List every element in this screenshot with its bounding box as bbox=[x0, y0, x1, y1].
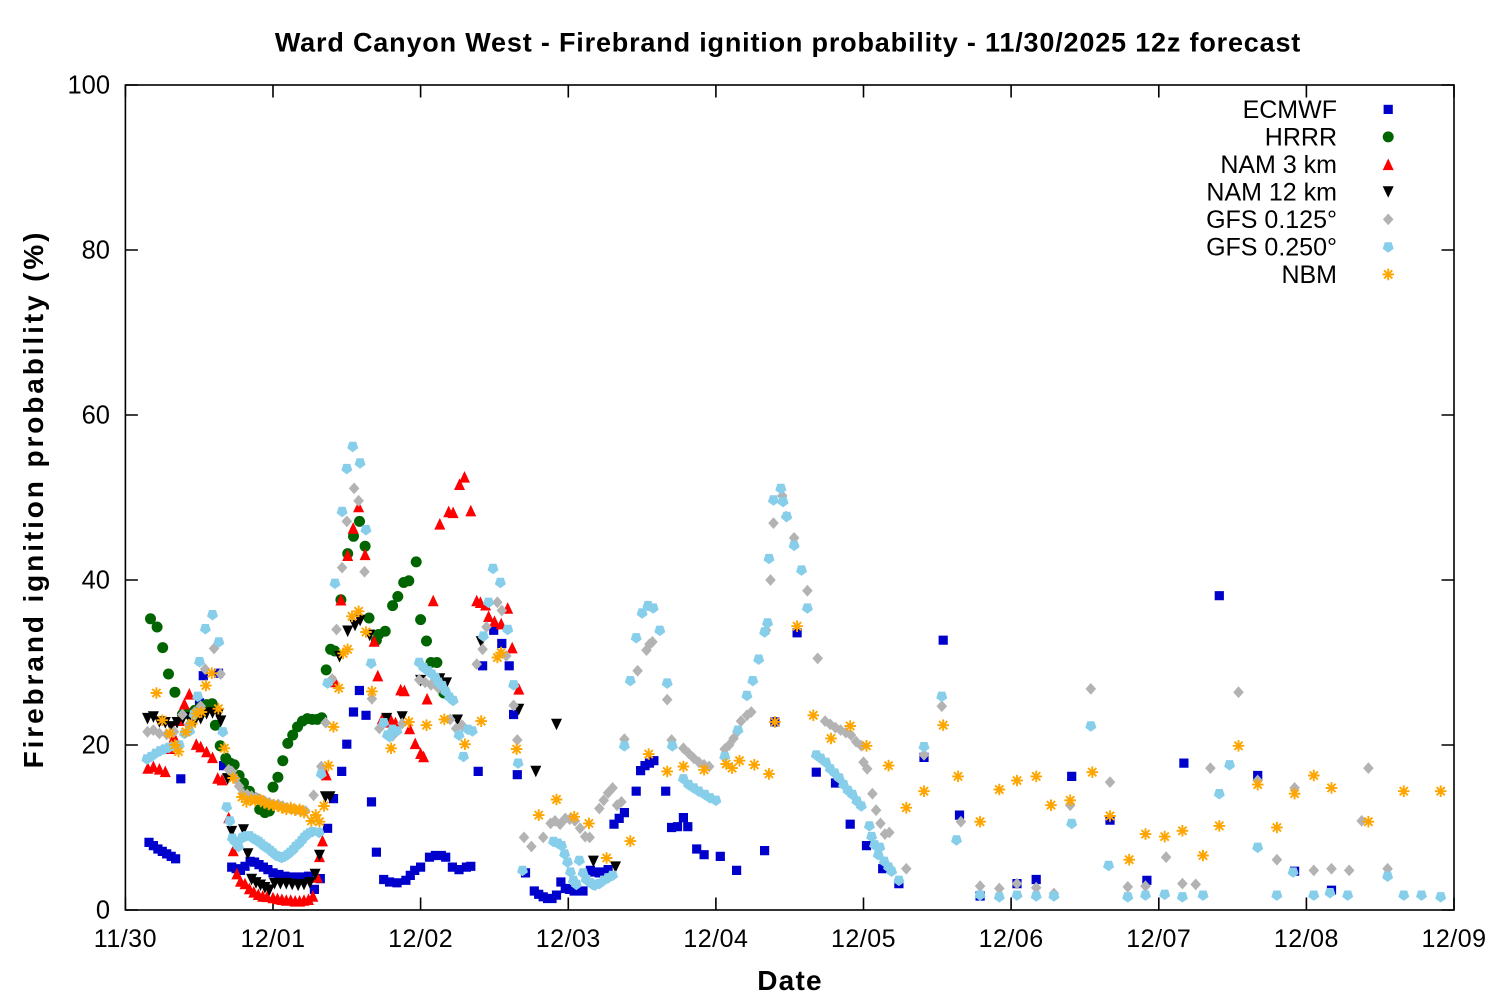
svg-text:12/09: 12/09 bbox=[1421, 925, 1486, 953]
svg-text:12/05: 12/05 bbox=[831, 925, 896, 953]
svg-text:11/30: 11/30 bbox=[94, 925, 157, 953]
svg-text:12/06: 12/06 bbox=[979, 925, 1044, 953]
svg-text:12/04: 12/04 bbox=[683, 925, 748, 953]
svg-text:12/02: 12/02 bbox=[388, 925, 453, 953]
svg-text:ECMWF: ECMWF bbox=[1243, 96, 1337, 124]
svg-text:GFS 0.125°: GFS 0.125° bbox=[1206, 206, 1337, 234]
svg-text:HRRR: HRRR bbox=[1265, 124, 1337, 152]
svg-text:80: 80 bbox=[82, 237, 110, 265]
svg-text:12/01: 12/01 bbox=[240, 925, 305, 953]
svg-text:60: 60 bbox=[82, 402, 110, 430]
svg-text:NAM 3 km: NAM 3 km bbox=[1220, 151, 1337, 179]
svg-text:40: 40 bbox=[82, 567, 110, 595]
svg-text:Firebrand ignition probability: Firebrand ignition probability (%) bbox=[18, 230, 49, 769]
svg-text:Ward Canyon West - Firebrand i: Ward Canyon West - Firebrand ignition pr… bbox=[275, 28, 1301, 58]
svg-text:Date: Date bbox=[757, 965, 823, 996]
svg-text:20: 20 bbox=[82, 732, 110, 760]
svg-text:12/07: 12/07 bbox=[1126, 925, 1191, 953]
svg-text:12/03: 12/03 bbox=[536, 925, 601, 953]
svg-text:NBM: NBM bbox=[1281, 261, 1337, 289]
svg-text:NAM 12 km: NAM 12 km bbox=[1206, 179, 1337, 207]
svg-text:12/08: 12/08 bbox=[1274, 925, 1339, 953]
svg-text:0: 0 bbox=[96, 897, 110, 925]
svg-text:GFS 0.250°: GFS 0.250° bbox=[1206, 234, 1337, 262]
svg-text:100: 100 bbox=[67, 72, 110, 100]
